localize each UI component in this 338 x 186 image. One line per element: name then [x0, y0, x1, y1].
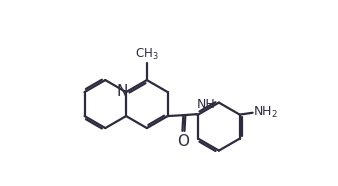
Text: CH$_3$: CH$_3$ — [135, 47, 159, 62]
Text: N: N — [116, 84, 128, 99]
Text: NH$_2$: NH$_2$ — [253, 105, 278, 120]
Text: O: O — [177, 134, 189, 149]
Text: NH: NH — [197, 98, 216, 111]
